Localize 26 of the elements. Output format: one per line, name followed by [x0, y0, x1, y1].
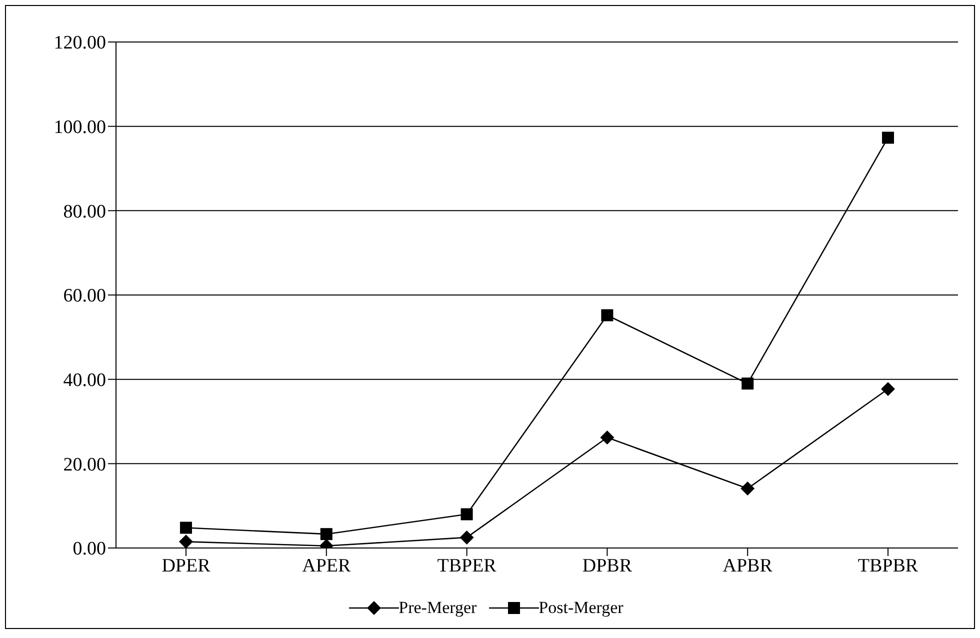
point	[600, 430, 614, 445]
x-tick-label: APER	[302, 555, 352, 576]
y-tick-label: 0.00	[72, 538, 106, 560]
point	[179, 534, 193, 548]
y-tick-label: 100.00	[54, 117, 106, 138]
x-tick-label: TBPER	[437, 555, 497, 576]
y-tick-label: 80.00	[63, 201, 106, 222]
point	[180, 522, 192, 534]
legend-label: Post-Merger	[538, 598, 624, 618]
y-tick-label: 60.00	[63, 286, 106, 307]
point	[460, 530, 474, 544]
x-tick-label: DPER	[162, 555, 211, 576]
point	[320, 528, 332, 540]
x-tick-label: TBPBR	[858, 555, 918, 576]
x-tick-label: DPBR	[582, 555, 632, 576]
legend-label: Pre-Merger	[398, 598, 477, 618]
x-tick-label: APBR	[722, 555, 773, 576]
y-tick-label: 20.00	[63, 454, 106, 476]
point	[882, 132, 894, 144]
point	[460, 508, 473, 520]
point	[601, 309, 614, 322]
point	[881, 382, 895, 396]
point	[740, 482, 755, 496]
y-tick-label: 120.00	[54, 32, 106, 54]
point	[742, 378, 754, 390]
y-tick-label: 40.00	[63, 370, 106, 392]
